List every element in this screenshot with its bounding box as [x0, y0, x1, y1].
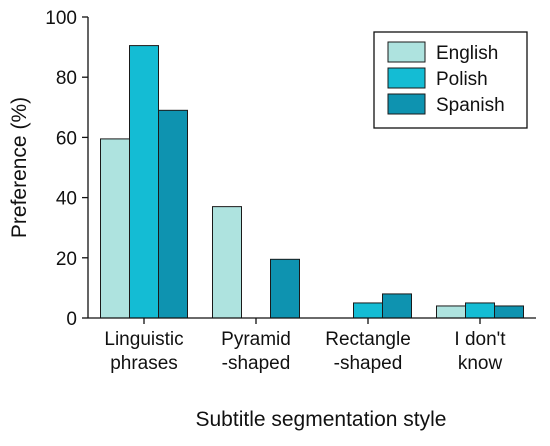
legend: English Polish Spanish [373, 31, 528, 129]
legend-swatch-spanish [387, 93, 426, 115]
x-tick-label-2-1: -shaped [334, 353, 403, 374]
bar-polish-3 [465, 302, 495, 319]
x-tick-label-1-1: -shaped [222, 353, 291, 374]
x-tick-label-0-1: phrases [110, 353, 178, 374]
y-tick-label-60: 60 [56, 128, 77, 149]
y-tick-label-100: 100 [45, 8, 77, 29]
x-tick-label-2-0: Rectangle [325, 329, 411, 350]
x-tick-label-3-0: I don't [454, 329, 506, 350]
labels-layer: 0 20 40 60 80 100 Linguistic phrases Pyramid -sha… [8, 8, 506, 431]
axes-layer [82, 16, 536, 324]
y-tick-label-20: 20 [56, 249, 77, 270]
y-tick-label-0: 0 [66, 309, 77, 330]
bar-spanish-2 [382, 293, 412, 319]
x-axis-title: Subtitle segmentation style [196, 408, 447, 431]
bar-spanish-1 [270, 258, 300, 319]
y-tick-label-80: 80 [56, 68, 77, 89]
legend-swatch-english [387, 41, 426, 63]
y-axis-title: Preference (%) [8, 97, 31, 238]
y-tick-label-40: 40 [56, 189, 77, 210]
bar-english-3 [436, 305, 466, 319]
bar-english-1 [212, 206, 242, 319]
bar-polish-0 [129, 45, 159, 319]
legend-label-polish: Polish [436, 69, 488, 90]
legend-label-english: English [436, 43, 498, 64]
bars-layer [100, 45, 524, 319]
x-tick-label-3-1: know [458, 353, 503, 374]
x-tick-label-0-0: Linguistic [104, 329, 183, 350]
bar-polish-2 [353, 302, 383, 319]
bar-spanish-0 [158, 109, 188, 319]
legend-label-spanish: Spanish [436, 95, 505, 116]
bar-english-0 [100, 138, 130, 319]
x-tick-label-1-0: Pyramid [221, 329, 291, 350]
bar-spanish-3 [494, 305, 524, 319]
legend-swatch-polish [387, 67, 426, 89]
